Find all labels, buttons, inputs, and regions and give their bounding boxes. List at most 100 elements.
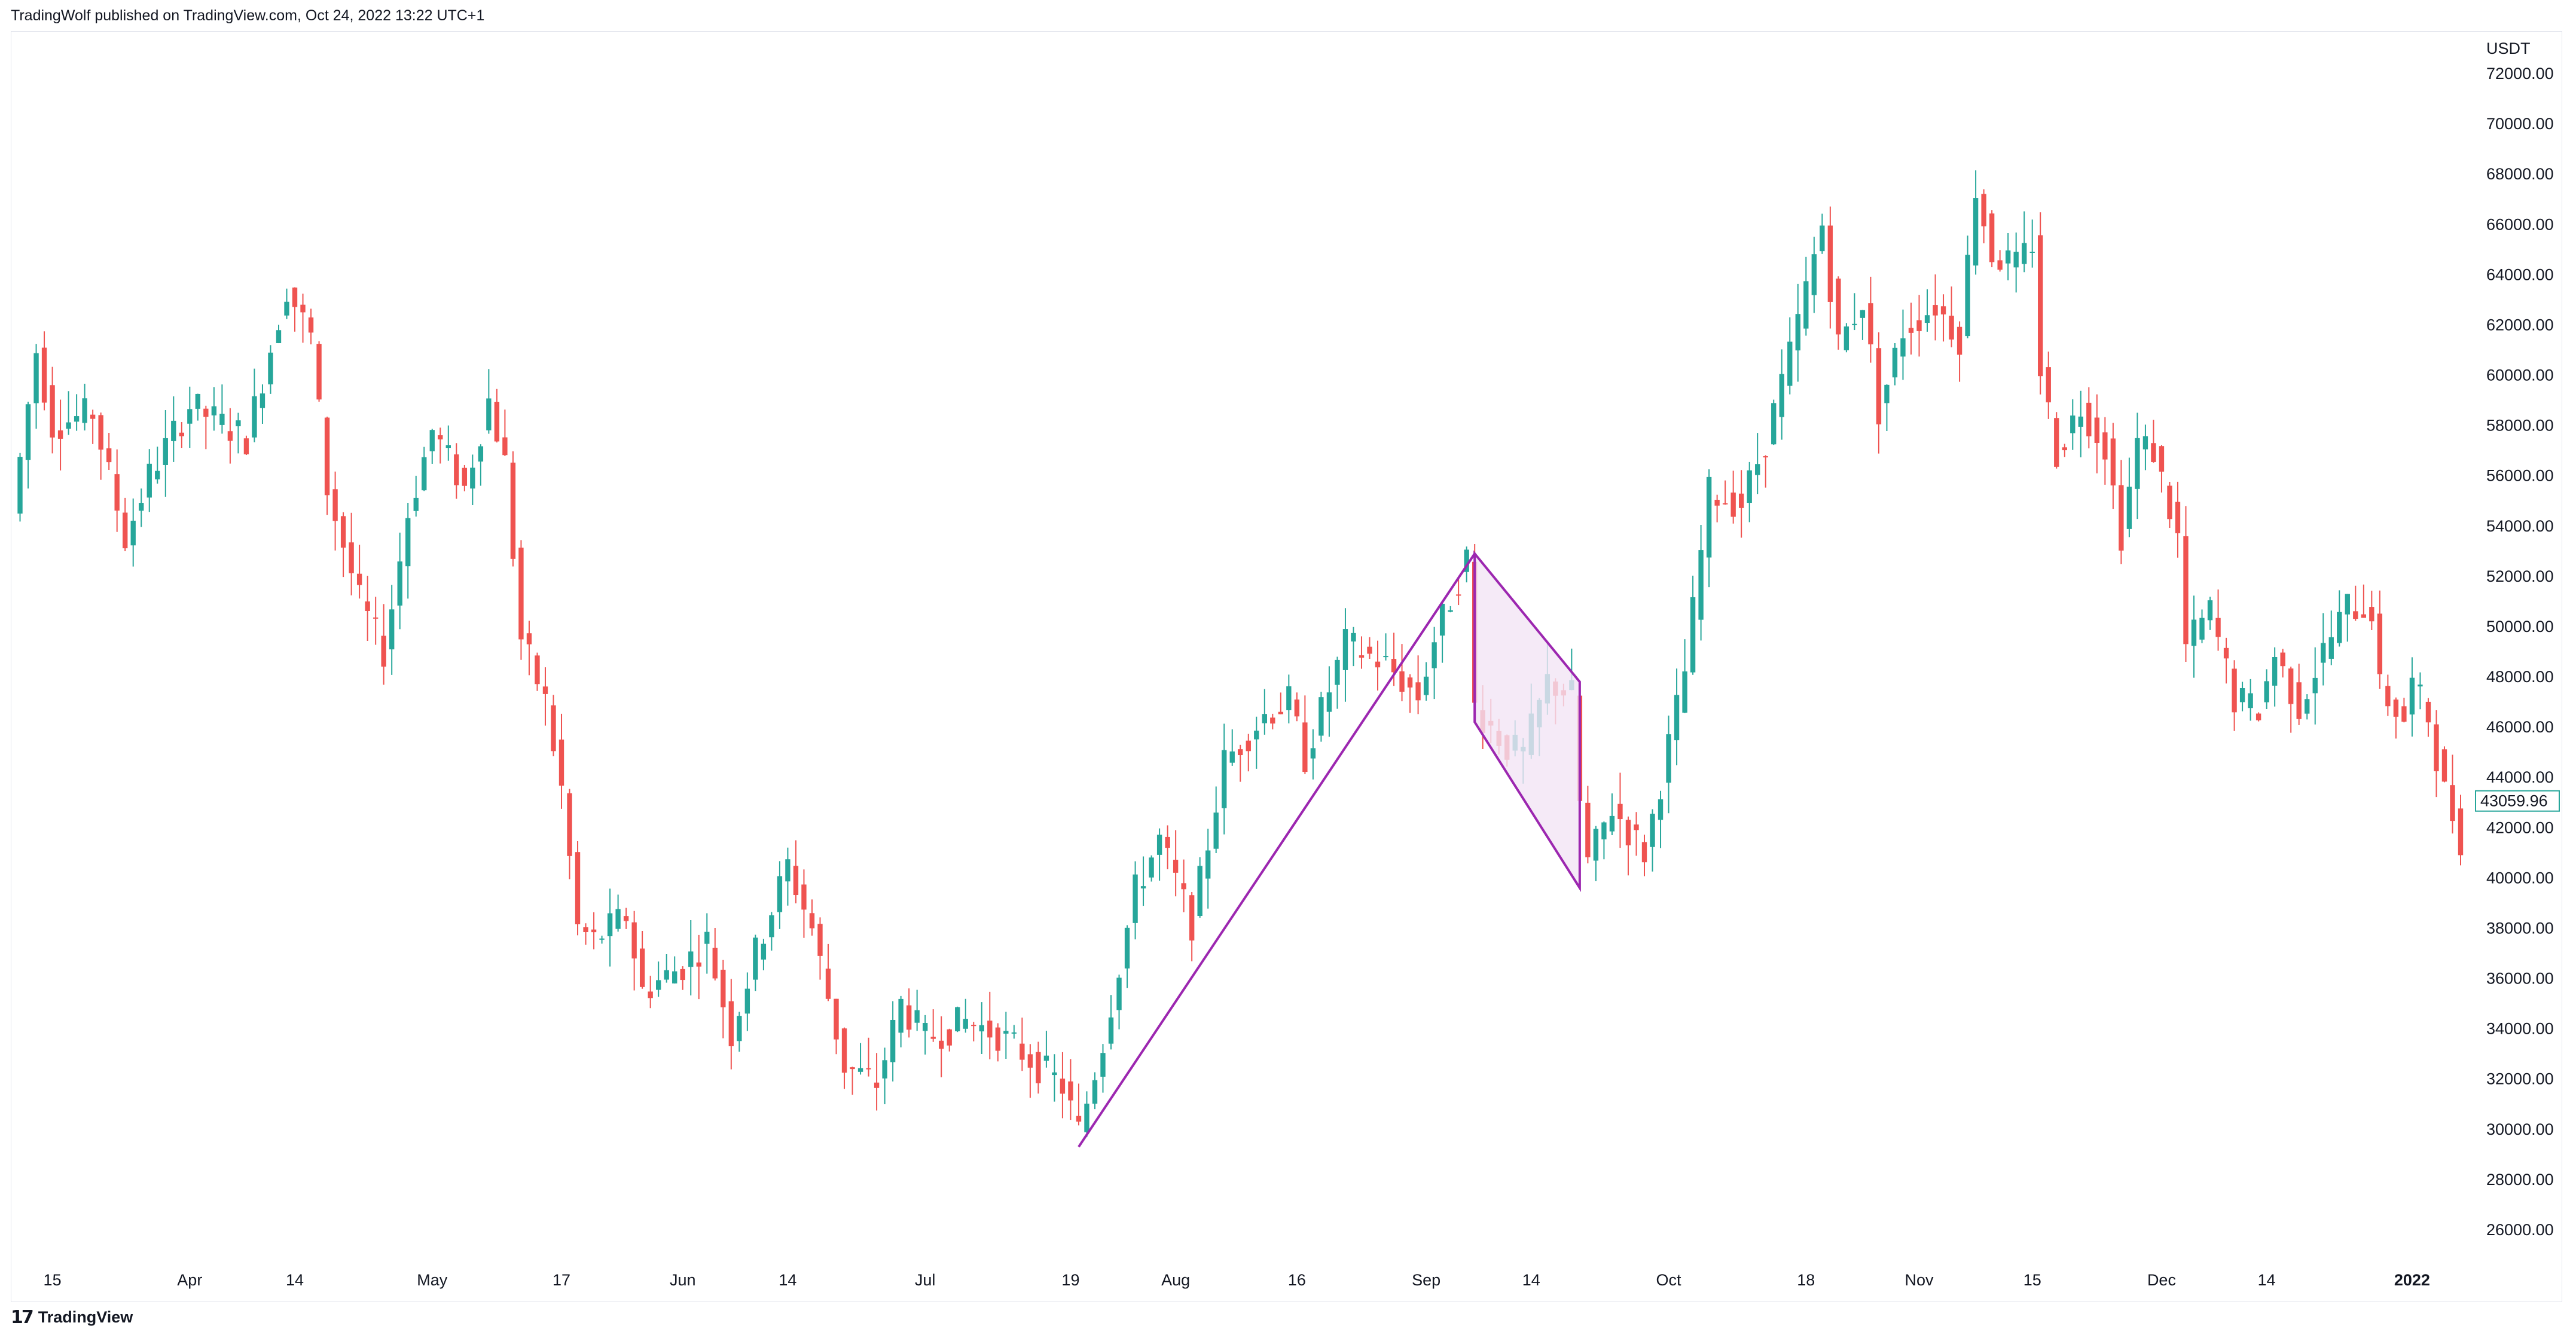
candle-body xyxy=(2305,699,2310,714)
candle xyxy=(567,789,572,879)
candle-body xyxy=(1335,659,1340,685)
candle xyxy=(2207,597,2213,630)
candle xyxy=(82,383,87,431)
candle xyxy=(1609,793,1615,835)
candle xyxy=(1601,821,1607,860)
candle-body xyxy=(1844,326,1849,350)
candle-body xyxy=(704,931,710,944)
candle xyxy=(2385,674,2391,716)
candle xyxy=(33,344,39,429)
last-price-value: 43059.96 xyxy=(2480,792,2548,810)
candle-body xyxy=(744,988,750,1014)
candle-body xyxy=(1730,492,1736,517)
candle xyxy=(1933,274,1938,341)
candle-body xyxy=(963,1019,968,1029)
candle xyxy=(2159,445,2165,493)
candle xyxy=(2183,506,2189,662)
candle-body xyxy=(631,922,637,959)
candle xyxy=(987,991,993,1059)
candle-body xyxy=(914,1010,920,1023)
candle xyxy=(979,1002,984,1055)
tradingview-logo-icon: 𝟭𝟳 xyxy=(11,1308,34,1327)
candle xyxy=(575,841,581,936)
candle xyxy=(817,917,823,980)
candle xyxy=(607,888,613,967)
candle-body xyxy=(163,438,168,465)
candle-body xyxy=(155,471,160,479)
candle xyxy=(106,433,112,471)
candle xyxy=(1391,633,1397,686)
candle xyxy=(1124,925,1130,988)
candle-body xyxy=(1318,697,1324,736)
candle-body xyxy=(1383,656,1388,658)
price-tick-label: 46000.00 xyxy=(2486,718,2554,736)
price-tick-label: 44000.00 xyxy=(2486,768,2554,786)
candle xyxy=(1173,830,1179,897)
candle xyxy=(462,465,468,491)
candle-body xyxy=(857,1068,863,1072)
candle xyxy=(1900,309,1906,380)
candle-body xyxy=(1278,711,1284,714)
candle xyxy=(1068,1059,1073,1120)
candle-body xyxy=(947,1029,952,1046)
candle xyxy=(2239,682,2245,711)
candle xyxy=(955,1006,960,1032)
time-tick-label: 19 xyxy=(1061,1271,1079,1289)
candle-body xyxy=(1448,610,1453,612)
candle-body xyxy=(623,916,629,921)
candle xyxy=(1302,695,1308,774)
candle xyxy=(422,447,427,491)
candle-body xyxy=(535,655,540,685)
candle-body xyxy=(793,866,799,896)
candle-body xyxy=(2013,252,2019,268)
candle-body xyxy=(639,948,645,987)
candle xyxy=(1957,321,1962,382)
candle xyxy=(1197,857,1202,918)
price-tick-label: 64000.00 xyxy=(2486,265,2554,283)
candle xyxy=(292,287,298,332)
candle xyxy=(25,401,31,489)
candle xyxy=(2377,590,2383,689)
candle-body xyxy=(1084,1104,1089,1132)
candle-body xyxy=(1916,320,1922,331)
candle-body xyxy=(2418,685,2423,687)
candle xyxy=(1181,859,1186,912)
candle xyxy=(2054,412,2059,469)
candle xyxy=(1222,723,1227,835)
candle-body xyxy=(1464,549,1469,572)
candle xyxy=(1852,293,1857,331)
candle xyxy=(834,998,839,1055)
candle xyxy=(963,998,968,1033)
chart-frame[interactable] xyxy=(11,31,2562,1302)
candle-body xyxy=(809,913,815,928)
candle-body xyxy=(1892,347,1898,378)
flag-channel[interactable] xyxy=(1473,550,1581,893)
price-axis: 26000.00 28000.00 30000.00 32000.00 34000.00… xyxy=(2486,65,2554,1239)
price-tick-label: 62000.00 xyxy=(2486,316,2554,334)
candle xyxy=(397,532,402,630)
candle-body xyxy=(615,909,621,929)
candle xyxy=(1270,713,1275,730)
candle-body xyxy=(1003,1031,1009,1034)
candle xyxy=(882,1047,887,1105)
candle xyxy=(2013,232,2019,293)
candle xyxy=(268,345,273,394)
candle xyxy=(947,1028,952,1052)
candle xyxy=(17,453,23,522)
candle xyxy=(1367,637,1372,659)
candle-body xyxy=(2401,706,2407,722)
candle-body xyxy=(567,793,572,856)
candle xyxy=(1755,433,1760,494)
flagpole-up[interactable] xyxy=(1078,552,1476,1148)
candle xyxy=(502,410,508,456)
candle xyxy=(2142,424,2148,471)
candle-body xyxy=(2110,438,2116,485)
price-tick-label: 68000.00 xyxy=(2486,165,2554,183)
candle xyxy=(753,934,758,991)
candle-body xyxy=(25,404,31,460)
time-tick-label: 14 xyxy=(1522,1271,1540,1289)
time-tick-label: Jul xyxy=(915,1271,936,1289)
candle xyxy=(1650,809,1655,872)
footer-brand[interactable]: 𝟭𝟳 TradingView xyxy=(11,1307,133,1328)
